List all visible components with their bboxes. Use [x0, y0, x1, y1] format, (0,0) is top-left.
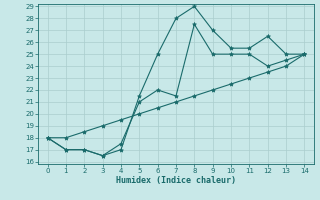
X-axis label: Humidex (Indice chaleur): Humidex (Indice chaleur): [116, 176, 236, 185]
